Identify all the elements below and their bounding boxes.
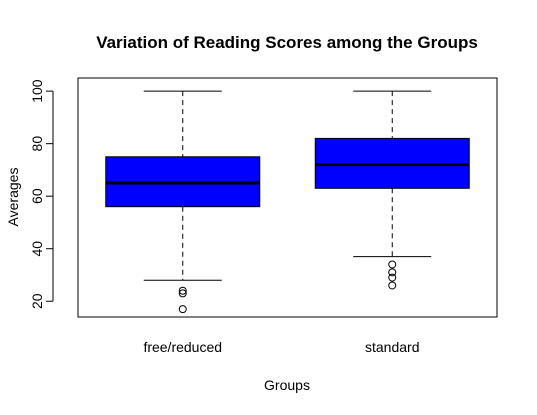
plot-frame [77,77,498,318]
outlier-point [388,281,397,290]
y-tick-label: 60 [29,188,45,204]
outlier-point [178,305,187,314]
y-tick-label: 20 [29,293,45,309]
box-group-free-reduced [105,90,261,314]
outlier-point [178,289,187,298]
outlier-point [178,286,187,295]
x-tick-label: free/reduced [143,339,222,355]
y-axis: 20 40 60 80 100 [29,79,54,309]
boxes-layer [105,90,470,314]
x-tick-label: standard [365,339,419,355]
outlier-point [388,260,397,269]
y-tick-label: 100 [29,79,45,103]
outlier-point [388,268,397,277]
y-tick-label: 80 [29,136,45,152]
x-axis: free/reduced standard [143,339,419,355]
y-axis-label: Averages [5,168,21,227]
x-axis-label: Groups [264,377,310,393]
y-tick-label: 40 [29,241,45,257]
box-group-standard [314,90,470,290]
outlier-point [388,273,397,282]
chart-title: Variation of Reading Scores among the Gr… [96,33,478,52]
